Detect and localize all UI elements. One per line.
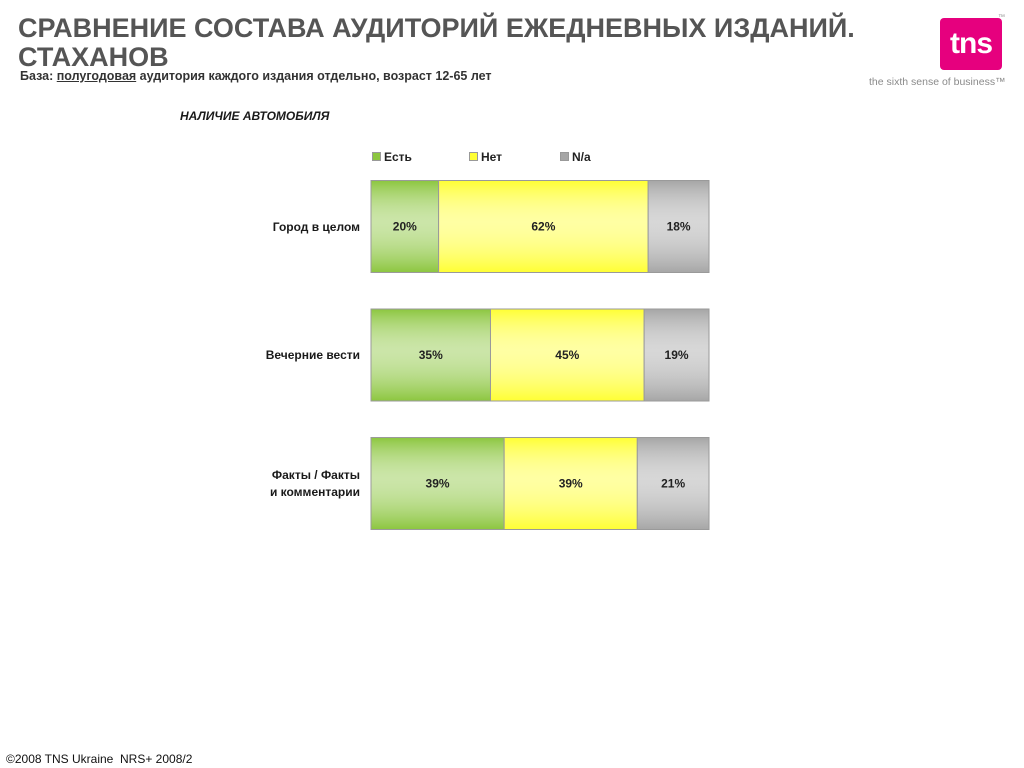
subtitle: База: полугодовая аудитория каждого изда… [20, 69, 492, 83]
legend-swatch-no [469, 152, 478, 161]
legend-item-yes: Есть [372, 150, 412, 164]
bar-shade-fakty-na [636, 437, 710, 530]
footer-copyright: ©2008 TNS Ukraine NRS+ 2008/2 [6, 752, 193, 766]
legend-item-no: Нет [469, 150, 502, 164]
bar-shade-vechernie-yes [370, 308, 491, 402]
category-label-vechernie: Вечерние вести [200, 347, 360, 364]
tns-tagline: the sixth sense of business™ [869, 76, 1006, 88]
bar-shade-fakty-no [503, 437, 638, 530]
data-label-gorod-na: 18% [667, 220, 691, 234]
page-title: СРАВНЕНИЕ СОСТАВА АУДИТОРИЙ ЕЖЕДНЕВНЫХ И… [18, 14, 918, 72]
category-label-fakty: Факты / Факты и комментарии [200, 467, 360, 501]
bar-shade-vechernie-no [489, 308, 645, 402]
category-label-fakty-line-2: и комментарии [269, 485, 360, 499]
category-label-gorod: Город в целом [200, 219, 360, 236]
tns-logo-tm: ™ [998, 14, 1005, 21]
title-line-1: СРАВНЕНИЕ СОСТАВА АУДИТОРИЙ ЕЖЕДНЕВНЫХ И… [18, 13, 855, 43]
data-label-vechernie-no: 45% [555, 348, 579, 362]
legend-swatch-yes [372, 152, 381, 161]
title-line-2: СТАХАНОВ [18, 42, 169, 72]
legend-item-na: N/a [560, 150, 591, 164]
legend-label-no: Нет [481, 150, 503, 164]
subtitle-prefix: База: [20, 69, 57, 83]
category-label-gorod-line-1: Город в целом [272, 220, 360, 234]
legend-label-yes: Есть [384, 150, 412, 164]
legend-swatch-na [560, 152, 569, 161]
category-label-fakty-line-1: Факты / Факты [271, 468, 360, 482]
bar-shade-gorod-yes [370, 180, 440, 273]
data-label-gorod-yes: 20% [393, 220, 417, 234]
tns-logo-text: tns [940, 18, 1002, 70]
data-label-gorod-no: 62% [531, 220, 555, 234]
tns-logo: tns [940, 18, 1002, 70]
data-label-fakty-yes: 39% [426, 477, 450, 491]
legend-label-na: N/a [572, 150, 591, 164]
chart-legend: Есть Нет N/a [372, 150, 702, 166]
data-label-vechernie-na: 19% [665, 348, 689, 362]
stacked-bar-chart: 20% 62% 18% 35% 45% 19% 39% 39% 21% [370, 180, 710, 530]
bar-shade-vechernie-na [643, 308, 710, 402]
bar-shade-gorod-na [647, 180, 710, 273]
category-label-vechernie-line-1: Вечерние вести [265, 348, 360, 362]
data-label-vechernie-yes: 35% [419, 348, 443, 362]
data-label-fakty-no: 39% [559, 477, 583, 491]
data-label-fakty-na: 21% [661, 477, 685, 491]
section-title: НАЛИЧИЕ АВТОМОБИЛЯ [180, 109, 330, 123]
subtitle-underlined: полугодовая [56, 69, 137, 83]
subtitle-rest: аудитория каждого издания отдельно, возр… [136, 69, 492, 83]
